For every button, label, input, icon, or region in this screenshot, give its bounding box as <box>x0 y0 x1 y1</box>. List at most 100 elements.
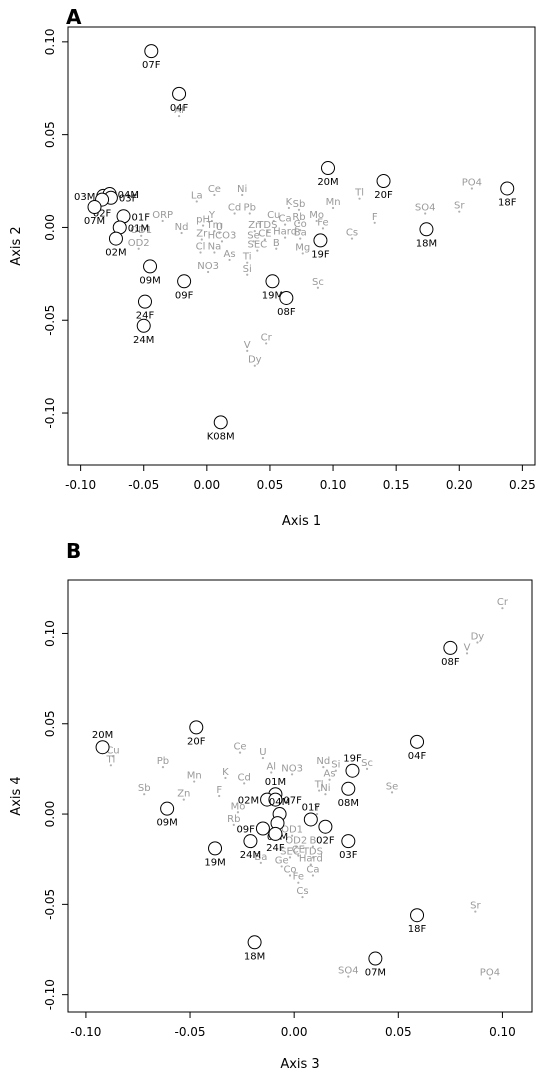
variable-label: OD1 <box>130 225 152 236</box>
variable-label: Sr <box>454 201 465 212</box>
variable-point <box>288 874 292 877</box>
site-label: 08F <box>441 657 460 668</box>
variable-label: Mg <box>295 242 310 253</box>
variable-point <box>265 342 268 345</box>
variable-label: Se <box>386 781 399 792</box>
variable-label: Tl <box>354 188 364 199</box>
site-marker <box>303 812 318 827</box>
variable-label: SEC <box>280 846 300 857</box>
site-marker <box>108 231 123 246</box>
variable-point <box>311 845 315 848</box>
variable-point <box>253 230 256 233</box>
y-tick-label: 0.10 <box>43 28 57 55</box>
y-axis-title: Axis 4 <box>9 776 24 815</box>
site-marker <box>419 222 434 237</box>
site-marker <box>172 86 187 101</box>
variable-label: Fe <box>293 872 304 883</box>
site-marker <box>345 763 360 778</box>
variable-point <box>228 258 231 262</box>
y-tick-label: 0.00 <box>43 801 57 828</box>
variable-point <box>111 755 115 758</box>
site-label: 01F <box>132 212 151 223</box>
variable-label: Cr <box>261 332 273 343</box>
variable-label: B <box>309 836 316 847</box>
variable-point <box>316 286 320 289</box>
site-marker <box>265 274 280 289</box>
variable-point <box>252 240 255 243</box>
variable-point <box>248 212 251 215</box>
variable-point <box>311 874 315 877</box>
variable-label: OD1 <box>281 825 303 836</box>
y-tick-label: -0.10 <box>43 398 57 429</box>
site-marker <box>208 841 223 856</box>
variable-point <box>331 206 335 210</box>
variable-point <box>347 975 350 978</box>
variable-point <box>161 219 164 223</box>
variable-point <box>109 764 113 767</box>
variable-label: Si <box>243 264 252 275</box>
variable-label: OD2 <box>285 836 307 847</box>
variable-point <box>246 261 249 264</box>
site-label: 02M <box>105 248 126 259</box>
site-marker <box>318 819 333 834</box>
variable-point <box>220 240 224 243</box>
variable-label: SO4 <box>338 966 359 977</box>
variable-label: SEC <box>247 240 267 251</box>
site-marker <box>160 801 175 816</box>
variable-point <box>261 756 265 760</box>
variable-point <box>328 778 331 781</box>
variable-point <box>213 193 216 197</box>
variable-point <box>290 773 294 776</box>
site-marker <box>255 821 270 836</box>
variable-point <box>297 881 300 884</box>
variable-label: F <box>216 785 222 796</box>
site-label: 24M <box>240 850 261 861</box>
site-label: 09F <box>236 825 255 836</box>
site-label: K08M <box>207 431 235 442</box>
site-marker <box>500 181 515 196</box>
variable-label: Ti <box>242 252 252 263</box>
site-marker <box>368 951 383 966</box>
site-marker <box>410 908 425 923</box>
variable-label: HCO3 <box>208 230 237 241</box>
variable-point <box>195 200 198 203</box>
site-label: 04F <box>170 103 189 114</box>
variable-label: OD2 <box>128 238 150 249</box>
variable-point <box>241 193 244 197</box>
variable-label: La <box>191 190 203 201</box>
variable-label: NO3 <box>281 763 303 774</box>
variable-point <box>246 349 249 352</box>
x-axis-title: Axis 1 <box>282 514 321 529</box>
site-label: 24F <box>136 311 155 322</box>
panel-b: B -0.10 -0.05 0.00 0.05 0.10 -0.10 -0.05 0.00 0.0… <box>9 539 533 1072</box>
variable-point <box>200 238 203 241</box>
x-tick-label: -0.05 <box>128 478 159 492</box>
site-label: 04M <box>118 190 139 201</box>
variable-label: F <box>372 212 378 223</box>
y-axis-title: Axis 2 <box>9 226 24 265</box>
variable-label: Sc <box>361 758 373 769</box>
variable-label: Y <box>208 210 216 221</box>
plot-frame <box>67 579 533 1013</box>
variable-point <box>311 856 315 859</box>
y-tick-label: -0.05 <box>43 305 57 336</box>
variable-point <box>143 793 146 796</box>
site-label: 02M <box>238 796 259 807</box>
variable-point <box>256 249 259 252</box>
variable-point <box>218 794 221 798</box>
site-marker <box>376 174 391 189</box>
y-tick-label: 0.05 <box>43 121 57 148</box>
variable-label: TDS <box>256 220 277 231</box>
site-label: 01F <box>302 802 321 813</box>
variable-point <box>199 251 202 254</box>
variable-label: Tl <box>314 780 324 791</box>
variable-point <box>470 187 473 190</box>
x-tick-label: 0.25 <box>509 478 536 492</box>
variable-label: Hard <box>299 854 323 865</box>
site-label: 03F <box>339 850 358 861</box>
variable-point <box>213 230 216 233</box>
site-label: 18F <box>498 197 517 208</box>
variable-point <box>322 766 325 769</box>
variable-point <box>201 224 205 227</box>
site-label: 19M <box>262 290 283 301</box>
